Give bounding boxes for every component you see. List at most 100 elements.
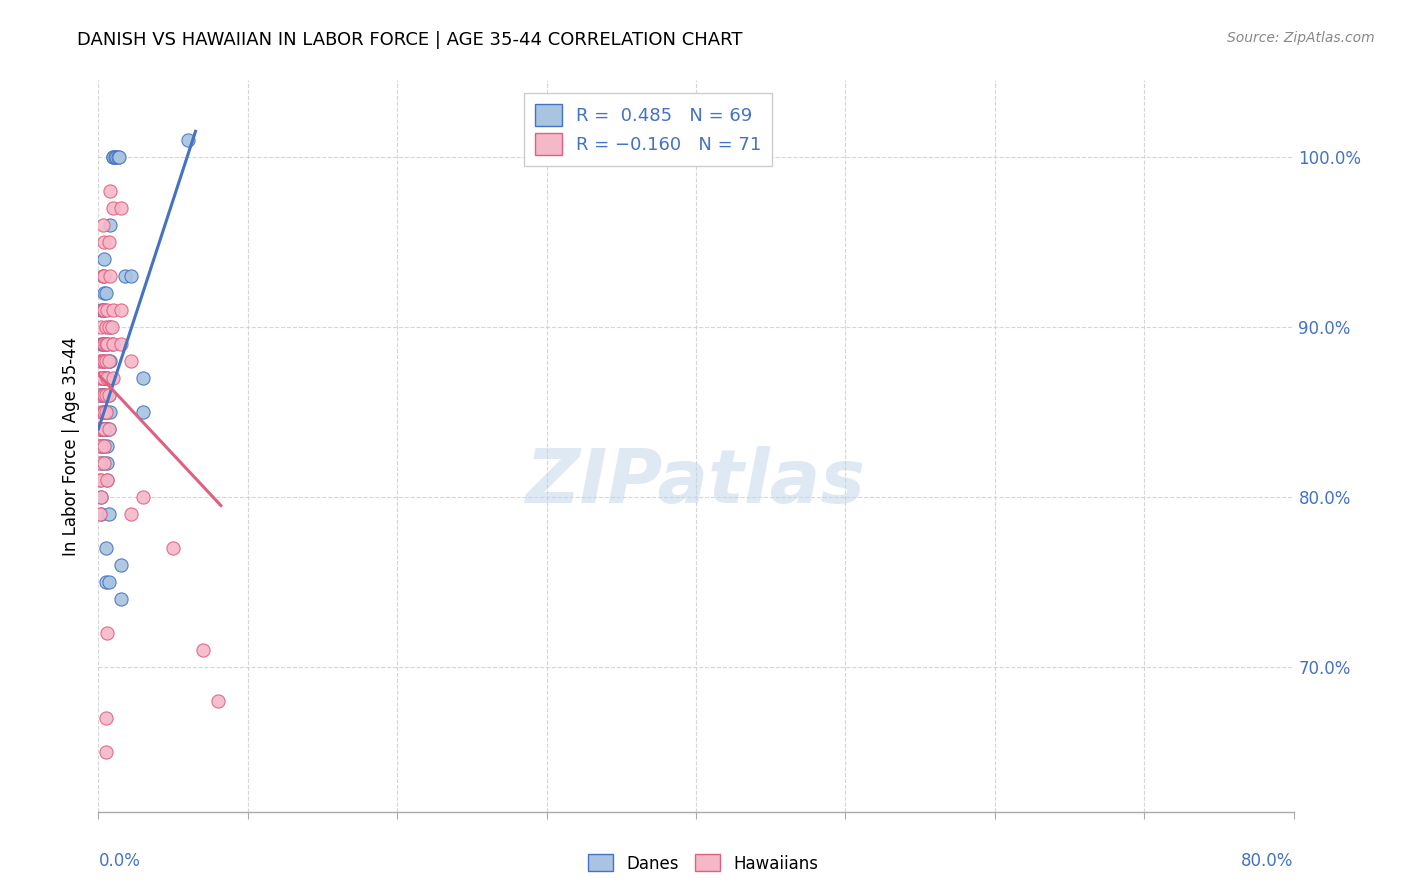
Point	[91, 218, 114, 232]
Point	[110, 558, 132, 572]
Point	[89, 439, 111, 453]
Point	[110, 201, 132, 215]
Point	[93, 422, 115, 436]
Point	[96, 439, 118, 453]
Point	[101, 320, 124, 334]
Point	[94, 371, 117, 385]
Point	[90, 490, 112, 504]
Point	[93, 371, 115, 385]
Point	[96, 456, 118, 470]
Point	[103, 201, 125, 215]
Point	[98, 218, 122, 232]
Point	[98, 184, 122, 198]
Point	[93, 235, 115, 249]
Point	[97, 422, 120, 436]
Point	[93, 302, 115, 317]
Point	[103, 302, 125, 317]
Point	[94, 541, 117, 555]
Point	[191, 643, 214, 657]
Point	[97, 320, 120, 334]
Point	[120, 354, 142, 368]
Point	[97, 354, 120, 368]
Point	[90, 422, 112, 436]
Point	[96, 473, 118, 487]
Point	[97, 354, 120, 368]
Point	[103, 150, 125, 164]
Point	[98, 354, 122, 368]
Point	[94, 337, 117, 351]
Point	[93, 388, 115, 402]
Point	[89, 422, 111, 436]
Point	[90, 320, 112, 334]
Point	[94, 405, 117, 419]
Point	[94, 337, 117, 351]
Point	[98, 320, 122, 334]
Point	[96, 371, 118, 385]
Point	[132, 371, 155, 385]
Point	[91, 422, 114, 436]
Point	[177, 133, 200, 147]
Point	[93, 285, 115, 300]
Point	[90, 354, 112, 368]
Point	[96, 422, 118, 436]
Point	[94, 405, 117, 419]
Point	[90, 456, 112, 470]
Point	[96, 626, 118, 640]
Point	[89, 473, 111, 487]
Point	[132, 490, 155, 504]
Point	[162, 541, 184, 555]
Point	[96, 405, 118, 419]
Point	[91, 371, 114, 385]
Point	[91, 439, 114, 453]
Point	[96, 371, 118, 385]
Legend: R =  0.485   N = 69, R = −0.160   N = 71: R = 0.485 N = 69, R = −0.160 N = 71	[524, 93, 772, 166]
Point	[91, 354, 114, 368]
Point	[89, 371, 111, 385]
Point	[91, 337, 114, 351]
Point	[89, 422, 111, 436]
Point	[93, 456, 115, 470]
Point	[91, 268, 114, 283]
Point	[120, 507, 142, 521]
Point	[93, 337, 115, 351]
Point	[89, 439, 111, 453]
Point	[96, 337, 118, 351]
Point	[97, 422, 120, 436]
Point	[114, 268, 136, 283]
Point	[94, 388, 117, 402]
Point	[90, 439, 112, 453]
Point	[97, 235, 120, 249]
Point	[96, 302, 118, 317]
Point	[93, 439, 115, 453]
Point	[90, 302, 112, 317]
Point	[94, 745, 117, 759]
Point	[91, 371, 114, 385]
Point	[105, 150, 128, 164]
Point	[97, 388, 120, 402]
Point	[93, 252, 115, 266]
Point	[90, 337, 112, 351]
Y-axis label: In Labor Force | Age 35-44: In Labor Force | Age 35-44	[62, 336, 80, 556]
Point	[90, 371, 112, 385]
Point	[101, 337, 124, 351]
Point	[93, 354, 115, 368]
Point	[89, 354, 111, 368]
Point	[93, 456, 115, 470]
Point	[90, 473, 112, 487]
Point	[107, 150, 129, 164]
Point	[89, 456, 111, 470]
Point	[89, 388, 111, 402]
Point	[103, 150, 125, 164]
Point	[132, 405, 155, 419]
Point	[93, 422, 115, 436]
Text: DANISH VS HAWAIIAN IN LABOR FORCE | AGE 35-44 CORRELATION CHART: DANISH VS HAWAIIAN IN LABOR FORCE | AGE …	[77, 31, 742, 49]
Text: 80.0%: 80.0%	[1241, 852, 1294, 870]
Text: ZIPatlas: ZIPatlas	[526, 446, 866, 519]
Point	[94, 422, 117, 436]
Point	[108, 150, 131, 164]
Point	[90, 388, 112, 402]
Point	[110, 337, 132, 351]
Point	[96, 337, 118, 351]
Point	[103, 371, 125, 385]
Legend: Danes, Hawaiians: Danes, Hawaiians	[581, 847, 825, 880]
